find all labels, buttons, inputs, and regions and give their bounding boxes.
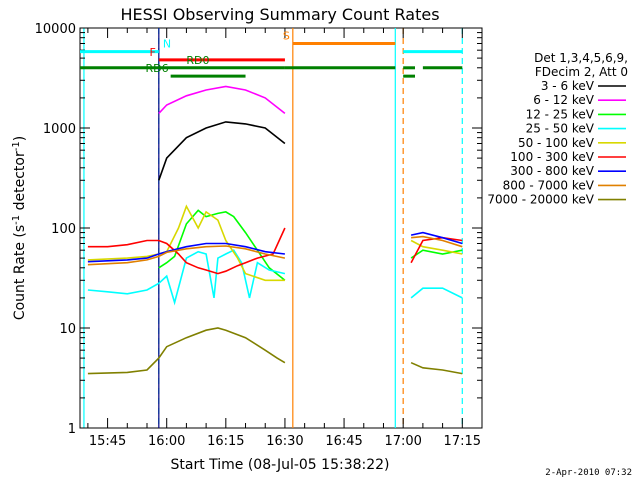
- legend-label: 3 - 6 keV: [541, 79, 595, 93]
- x-axis-label: Start Time (08-Jul-05 15:38:22): [170, 457, 389, 473]
- series-line: [158, 121, 286, 181]
- y-tick-label: 1000: [43, 122, 76, 137]
- flag-label: N: [163, 38, 171, 51]
- series-line: [410, 249, 463, 259]
- flag-label: F: [149, 46, 155, 59]
- series-line: [410, 361, 463, 375]
- series-line: [87, 249, 286, 306]
- x-tick-label: 16:15: [207, 434, 244, 449]
- legend-label: 50 - 100 keV: [518, 136, 595, 150]
- flag-label: RD6: [146, 62, 169, 75]
- flag-label: S: [283, 29, 290, 42]
- legend-label: 12 - 25 keV: [526, 107, 595, 121]
- series-line: [87, 242, 285, 263]
- series-line: [87, 245, 286, 266]
- x-tick-label: 16:00: [148, 434, 185, 449]
- y-tick-label: 1: [68, 422, 76, 437]
- legend-label: 25 - 50 keV: [526, 122, 595, 136]
- series-line: [87, 327, 286, 375]
- legend-label: 800 - 7000 keV: [503, 178, 595, 192]
- legend: Det 1,3,4,5,6,9,FDecim 2, Att 03 - 6 keV…: [487, 51, 628, 207]
- generation-timestamp: 2-Apr-2010 07:32: [545, 468, 632, 478]
- x-tick-label: 15:45: [89, 434, 126, 449]
- legend-label: 6 - 12 keV: [533, 93, 595, 107]
- series-line: [411, 235, 463, 248]
- y-axis-label: Count Rate (s-1 detector-1): [11, 136, 28, 320]
- x-tick-label: 17:15: [444, 434, 481, 449]
- x-tick-label: 16:30: [266, 434, 303, 449]
- flag-label: RD0: [186, 54, 209, 67]
- plot-area: 1 10 100 1000 10000 15:45 16:00 16:15 16:30 16:45…: [35, 22, 483, 449]
- chart-title: HESSI Observing Summary Count Rates: [120, 5, 439, 24]
- series-line: [87, 227, 286, 275]
- series-line: [158, 85, 286, 115]
- legend-header: FDecim 2, Att 0: [535, 65, 628, 79]
- series-line: [410, 287, 463, 299]
- series-line: [410, 231, 463, 245]
- y-tick-label: 10: [59, 322, 76, 337]
- legend-label: 7000 - 20000 keV: [487, 193, 594, 207]
- legend-label: 300 - 800 keV: [510, 164, 594, 178]
- x-tick-label: 16:45: [325, 434, 362, 449]
- series-line: [410, 239, 463, 255]
- y-tick-label: 10000: [35, 22, 76, 37]
- y-tick-label: 100: [51, 222, 76, 237]
- series-line: [87, 204, 285, 282]
- legend-header: Det 1,3,4,5,6,9,: [534, 51, 628, 65]
- legend-label: 100 - 300 keV: [510, 150, 594, 164]
- x-tick-label: 17:00: [384, 434, 421, 449]
